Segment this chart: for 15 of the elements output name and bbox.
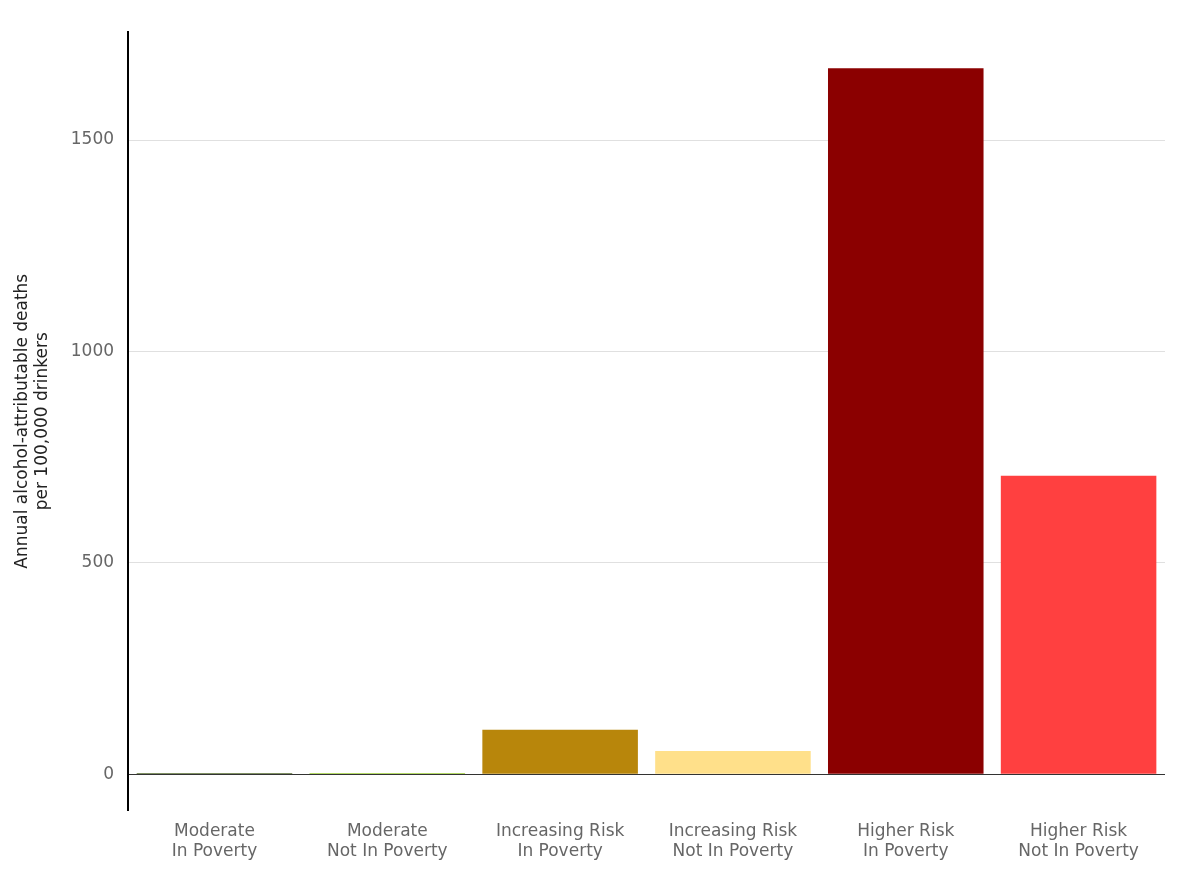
- y-tick-label: 0: [103, 762, 115, 783]
- x-tick-label: Moderate Not In Poverty: [326, 819, 448, 861]
- y-tick-label: 1000: [70, 339, 115, 360]
- x-tick-label: Moderate In Poverty: [171, 819, 258, 861]
- bar: [828, 68, 984, 774]
- y-tick-label: 1500: [70, 128, 115, 149]
- bar: [1000, 475, 1157, 774]
- x-tick-label: Increasing Risk In Poverty: [495, 819, 625, 861]
- bar: [482, 729, 638, 774]
- x-tick-label: Higher Risk In Poverty: [857, 819, 955, 861]
- bar: [655, 751, 811, 774]
- y-axis-title: Annual alcohol-attributable deaths per 100,000 drinkers: [10, 273, 52, 569]
- x-tick-label: Higher Risk Not In Poverty: [1018, 819, 1139, 861]
- y-tick-label: 500: [81, 551, 115, 572]
- x-tick-label: Increasing Risk Not In Poverty: [668, 819, 798, 861]
